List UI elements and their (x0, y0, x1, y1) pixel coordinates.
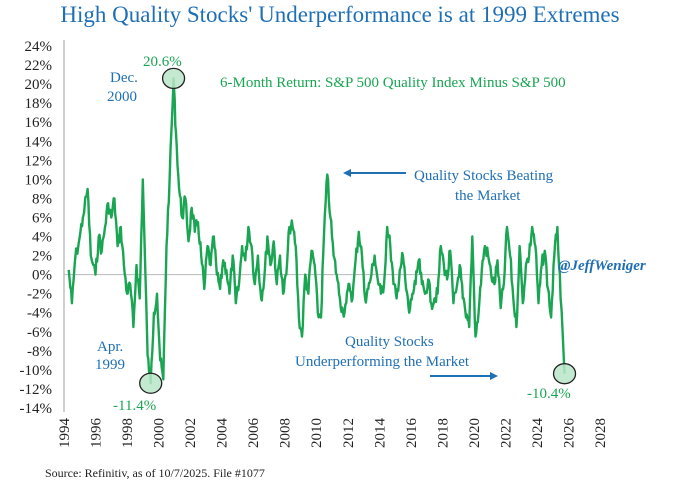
y-tick-label: 14% (25, 134, 53, 150)
y-tick-label: -8% (27, 344, 52, 360)
x-tick-label: 2008 (278, 418, 294, 448)
y-tick-label: 18% (25, 96, 53, 112)
y-tick-label: 20% (25, 77, 53, 93)
y-tick-label: 2% (32, 249, 52, 265)
x-tick-label: 2018 (435, 418, 451, 448)
x-tick-label: 1994 (57, 418, 73, 449)
y-tick-label: 4% (32, 230, 52, 246)
callout-beating-line1: Quality Stocks Beating (414, 168, 554, 184)
y-tick-label: 0% (32, 268, 52, 284)
annotation-marker-circle (552, 363, 577, 385)
annotation-marker-circle (161, 67, 186, 90)
x-tick-label: 1996 (89, 418, 105, 449)
annotation-marker-circle (139, 372, 163, 394)
x-tick-label: 2012 (341, 418, 357, 448)
subtitle-label: 6-Month Return: S&P 500 Quality Index Mi… (220, 75, 566, 91)
y-tick-label: 24% (25, 39, 53, 55)
y-tick-label: -12% (20, 382, 53, 398)
source-note: Source: Refinitiv, as of 10/7/2025. File… (45, 466, 265, 480)
x-tick-label: 2026 (561, 418, 577, 449)
annotation-apr-year: 1999 (95, 357, 125, 373)
x-tick-label: 2000 (152, 418, 168, 448)
annotation-markers (139, 67, 577, 394)
series-line (67, 77, 566, 385)
annotation-apr-value: -11.4% (113, 398, 156, 414)
x-tick-label: 2016 (404, 418, 420, 449)
callout-beating-line2: the Market (455, 188, 521, 204)
y-tick-label: 6% (32, 210, 52, 226)
x-tick-label: 1998 (120, 418, 136, 448)
y-tick-label: -2% (27, 287, 52, 303)
x-tick-label: 2020 (467, 418, 483, 448)
annotation-dec-value: 20.6% (143, 54, 182, 70)
x-tick-label: 2028 (593, 418, 609, 448)
callout-under-line1: Quality Stocks (345, 334, 434, 350)
chart-title: High Quality Stocks' Underperformance is… (60, 2, 620, 27)
y-axis: 24% 22% 20% 18% 16% 14% 12% 10% 8% 6% 4% 2% 0% -2% -4%… (20, 39, 53, 417)
annotation-dec-year: 2000 (107, 89, 137, 105)
annotation-latest-value: -10.4% (527, 386, 571, 402)
y-tick-label: -6% (27, 325, 52, 341)
x-axis: 1994 1996 1998 2000 2002 2004 2006 2008 2010 2012… (57, 418, 609, 449)
x-tick-label: 2014 (372, 418, 388, 449)
watermark-handle: @JeffWeniger (558, 258, 646, 274)
x-tick-label: 2002 (183, 418, 199, 448)
x-tick-label: 2022 (498, 418, 514, 448)
x-tick-label: 2006 (246, 418, 262, 449)
y-tick-label: 8% (32, 191, 52, 207)
y-tick-label: 12% (25, 153, 53, 169)
y-tick-label: -10% (20, 363, 53, 379)
callout-under-line2: Underperforming the Market (295, 354, 470, 370)
y-tick-label: 10% (25, 172, 53, 188)
under-arrow-head (490, 372, 498, 380)
y-tick-label: -4% (27, 306, 52, 322)
x-tick-label: 2010 (309, 418, 325, 448)
y-tick-label: 22% (25, 58, 53, 74)
annotation-dec-label: Dec. (110, 70, 138, 86)
y-tick-label: -14% (20, 401, 53, 417)
y-tick-label: 16% (25, 115, 53, 131)
annotation-apr-label: Apr. (97, 339, 123, 355)
x-tick-label: 2024 (530, 418, 546, 449)
x-tick-label: 2004 (215, 418, 231, 449)
beating-arrow-head (343, 169, 351, 177)
